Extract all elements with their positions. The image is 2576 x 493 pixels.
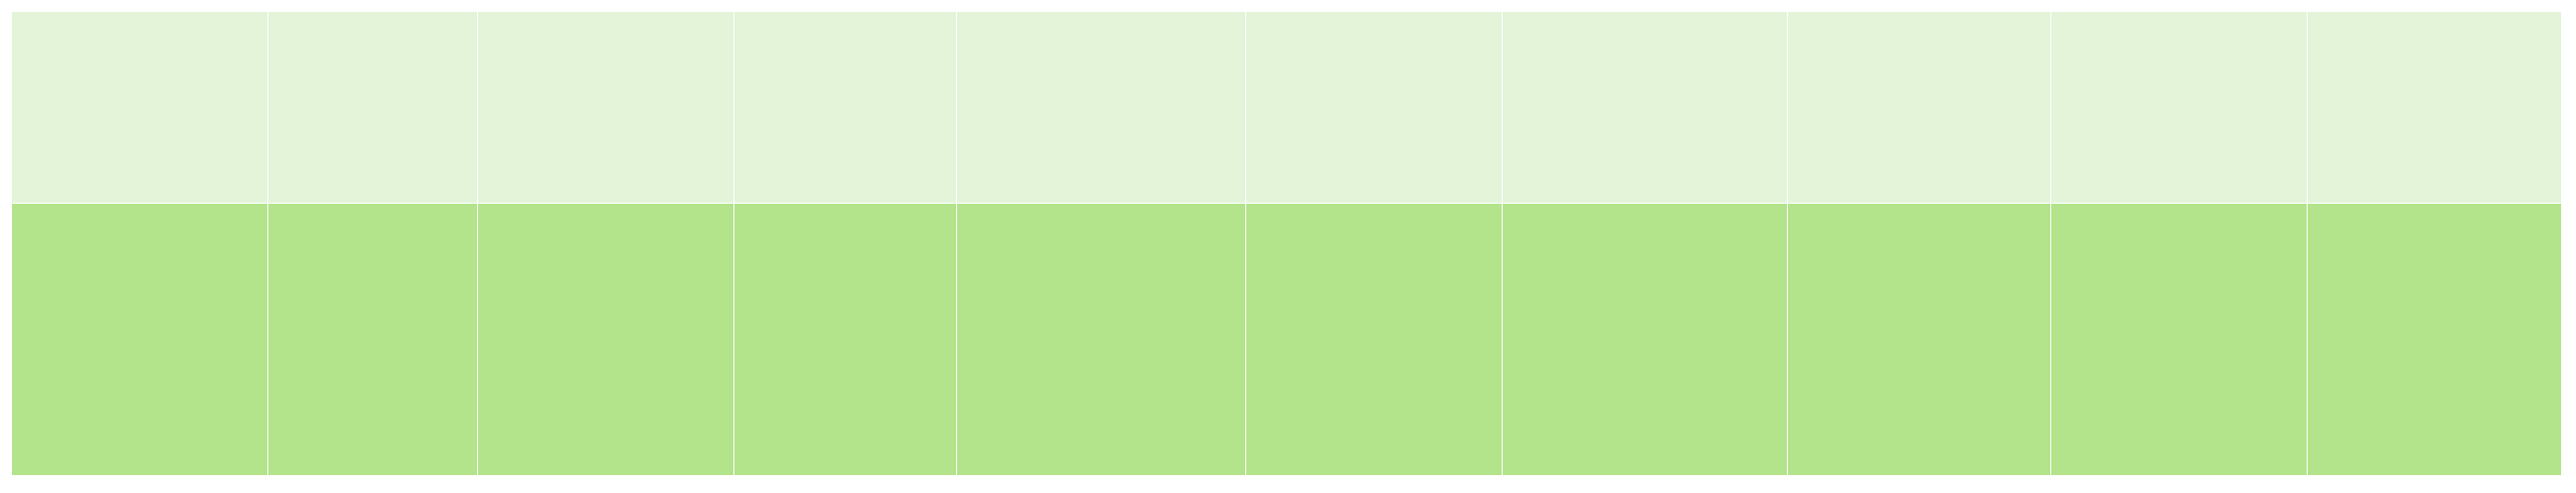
tile-r2-c2 [268,204,477,475]
tile-r1-c2 [268,12,477,203]
tile-r2-c5 [957,204,1245,475]
tile-r1-c8 [1788,12,2050,203]
tile-r2-c1 [12,204,267,475]
tile-r2-c7 [1503,204,1787,475]
tile-r2-c10 [2308,204,2561,475]
tile-r2-c4 [734,204,956,475]
tile-r2-c9 [2051,204,2307,475]
tile-r2-c6 [1246,204,1502,475]
tile-r1-c3 [478,12,733,203]
tile-r1-c9 [2051,12,2307,203]
tile-r1-c1 [12,12,267,203]
tile-r1-c10 [2308,12,2561,203]
tile-r2-c8 [1788,204,2050,475]
tile-r2-c3 [478,204,733,475]
tile-r1-c4 [734,12,956,203]
tile-r1-c5 [957,12,1245,203]
tile-r1-c6 [1246,12,1502,203]
tile-grid [12,12,2564,475]
tile-r1-c7 [1503,12,1787,203]
